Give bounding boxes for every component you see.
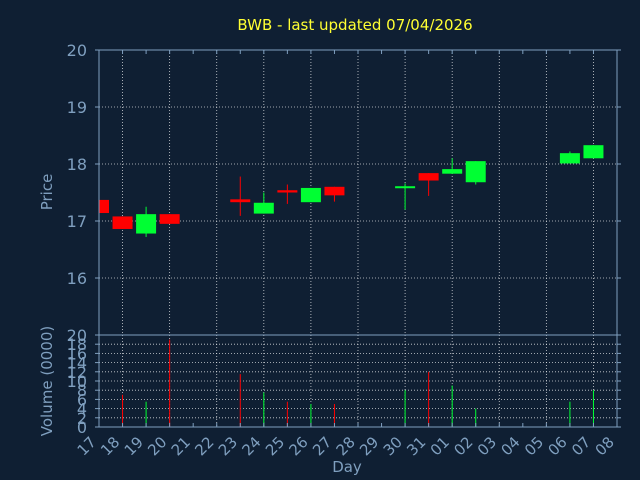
- x-tick-label: 31: [403, 433, 429, 459]
- x-tick-label: 27: [309, 433, 335, 459]
- volume-tick-label: 10: [67, 372, 87, 391]
- x-axis-ticks: 1718192021222324252627282930310102030405…: [74, 50, 618, 459]
- chart-title: BWB - last updated 07/04/2026: [237, 16, 472, 34]
- candle-body: [395, 186, 416, 189]
- x-tick-label: 28: [333, 433, 359, 459]
- x-tick-label: 17: [74, 433, 100, 459]
- candle-body: [159, 214, 180, 224]
- x-tick-label: 21: [168, 433, 194, 459]
- candle-body: [324, 186, 345, 196]
- volume-tick-label: 0: [77, 418, 87, 437]
- x-tick-label: 01: [427, 433, 453, 459]
- candle-body: [230, 199, 251, 203]
- x-tick-label: 18: [97, 433, 123, 459]
- volume-tick-label: 2: [77, 409, 87, 428]
- x-tick-label: 23: [215, 433, 241, 459]
- candle-body: [300, 187, 321, 203]
- price-tick-label: 17: [67, 212, 87, 231]
- price-axis-label: Price: [38, 174, 56, 211]
- x-tick-label: 25: [262, 433, 288, 459]
- x-tick-label: 26: [286, 433, 312, 459]
- candle-body: [583, 145, 604, 159]
- price-y-ticks: 16 17 18 19 20: [67, 41, 621, 288]
- candle-body: [559, 153, 580, 164]
- candle-body: [277, 190, 298, 193]
- x-axis-label: Day: [332, 458, 362, 476]
- x-tick-label: 02: [450, 433, 476, 459]
- volume-axis-label: Volume (0000): [38, 326, 56, 436]
- candle-body: [136, 214, 157, 234]
- price-tick-label: 19: [67, 98, 87, 117]
- price-tick-label: 16: [67, 269, 87, 288]
- x-tick-label: 06: [545, 433, 571, 459]
- x-tick-label: 04: [497, 433, 523, 459]
- volume-tick-label: 16: [67, 344, 87, 363]
- x-tick-label: 03: [474, 433, 500, 459]
- volume-tick-label: 20: [67, 326, 87, 345]
- price-grid: [99, 50, 617, 335]
- x-tick-label: 24: [238, 433, 264, 459]
- x-tick-label: 29: [356, 433, 382, 459]
- volume-tick-label: 4: [77, 400, 87, 419]
- x-tick-label: 30: [380, 433, 406, 459]
- candlestick-series: [98, 145, 604, 237]
- x-tick-label: 20: [144, 433, 170, 459]
- price-tick-label: 20: [67, 41, 87, 60]
- candle-body: [112, 216, 133, 229]
- volume-tick-label: 6: [77, 390, 87, 409]
- x-tick-label: 08: [592, 433, 618, 459]
- candle-body: [418, 173, 439, 181]
- candle-body: [465, 161, 486, 183]
- volume-tick-label: 14: [67, 354, 87, 373]
- candle-body: [442, 169, 463, 174]
- x-tick-label: 22: [191, 433, 217, 459]
- price-tick-label: 18: [67, 155, 87, 174]
- volume-tick-label: 18: [67, 335, 87, 354]
- x-tick-label: 19: [121, 433, 147, 459]
- volume-tick-label: 12: [67, 363, 87, 382]
- candle-body: [253, 202, 274, 214]
- x-tick-label: 07: [568, 433, 594, 459]
- volume-panel-frame: [98, 334, 618, 428]
- volume-grid: [99, 335, 617, 427]
- volume-tick-label: 8: [77, 381, 87, 400]
- candle-body: [99, 199, 109, 214]
- x-tick-label: 05: [521, 433, 547, 459]
